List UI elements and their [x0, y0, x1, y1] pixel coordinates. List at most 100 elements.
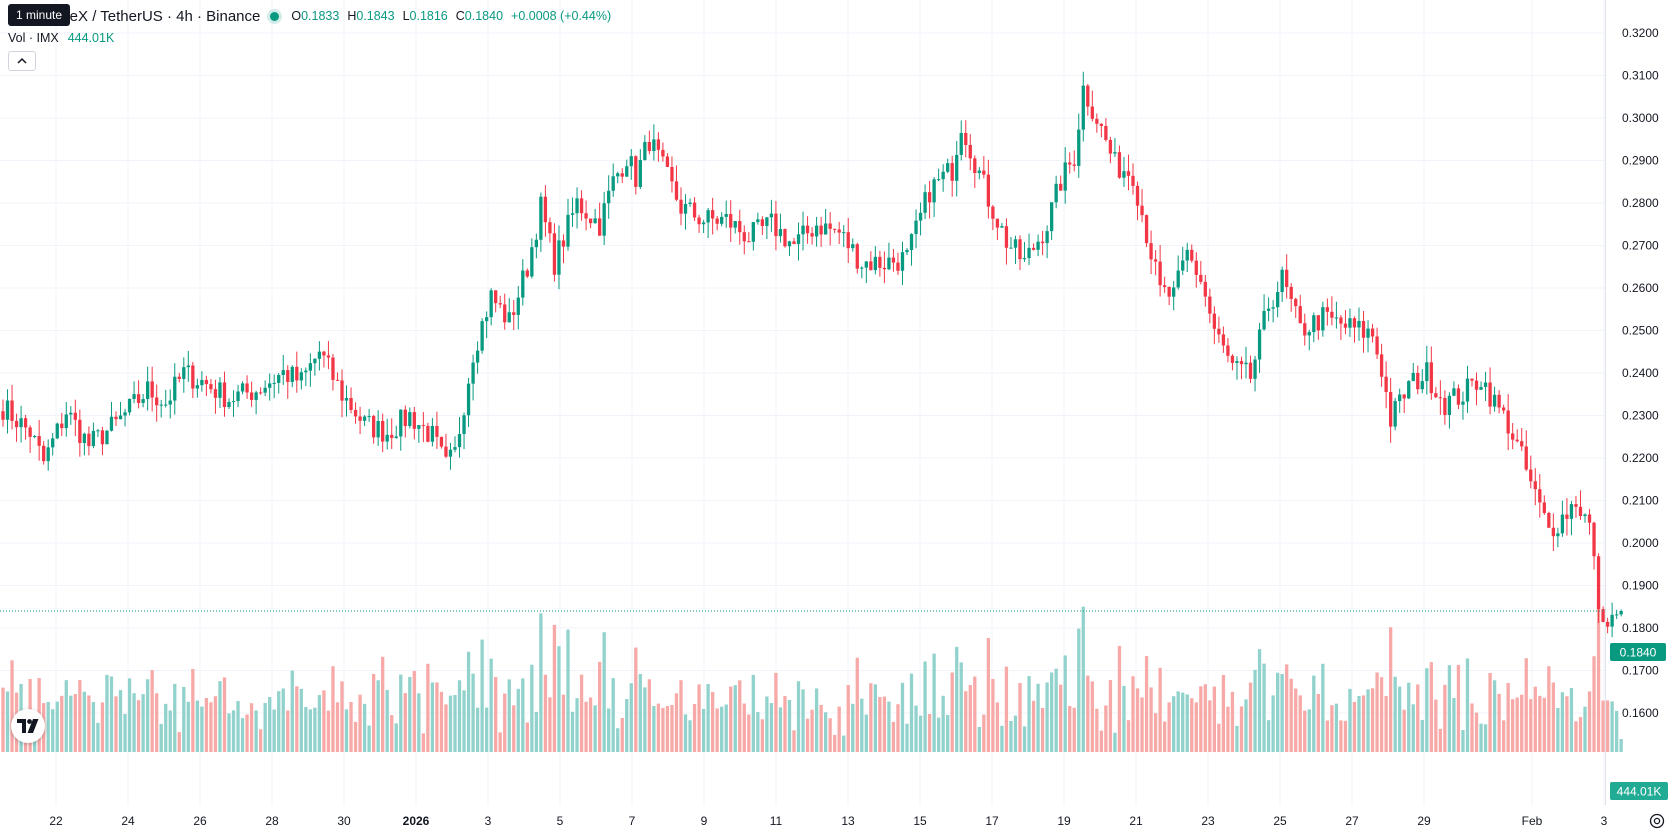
price-tick-label: 0.2700 — [1622, 239, 1659, 253]
volume-bar — [344, 709, 349, 752]
candle-body — [941, 171, 945, 180]
volume-bar — [249, 703, 254, 752]
symbol-title[interactable]: ImmutableX / TetherUS · 4h · Binance — [8, 7, 261, 25]
volume-bar — [964, 691, 968, 752]
volume-bar — [1321, 663, 1325, 752]
candle-body — [1280, 269, 1284, 293]
candle-body — [706, 210, 710, 223]
candle-body — [1190, 249, 1194, 261]
market-status-icon — [270, 11, 280, 21]
price-tick-label: 0.1900 — [1622, 579, 1659, 593]
volume-bar — [1370, 688, 1375, 752]
candle-body — [335, 379, 340, 381]
volume-bar — [643, 687, 647, 752]
volume-bar — [10, 660, 14, 752]
volume-bar — [87, 695, 91, 752]
volume-bar — [448, 695, 453, 752]
volume-bar — [1511, 699, 1515, 752]
candle-body — [652, 139, 656, 152]
candle-body — [272, 382, 276, 384]
candle-body — [408, 412, 412, 427]
candle-body — [756, 219, 760, 223]
volume-bar — [584, 701, 588, 752]
volume-bar — [123, 713, 127, 752]
volume-bar — [982, 714, 986, 752]
candle-body — [1117, 152, 1122, 178]
time-axis[interactable]: 22 24 26 28 30 2026 3 5 7 9 11 13 15 17 19 21 23 25 27 29 Fe… — [49, 814, 1607, 828]
volume-bar — [927, 713, 932, 752]
volume-bar — [60, 695, 64, 752]
candle-body — [751, 222, 755, 242]
volume-bar — [268, 697, 272, 752]
candle-body — [173, 376, 177, 401]
candle-body — [1339, 317, 1343, 324]
time-tick-label: 3 — [1601, 814, 1608, 828]
volume-bar — [1465, 658, 1470, 752]
symbol-legend[interactable]: ImmutableX / TetherUS · 4h · Binance O0.… — [8, 6, 611, 26]
volume-bar — [860, 698, 864, 752]
candle-body — [747, 241, 751, 243]
settings-icon[interactable] — [1648, 812, 1666, 830]
volume-bar — [814, 688, 819, 752]
volume-bar — [299, 688, 303, 752]
svg-text:0.1840: 0.1840 — [1620, 646, 1657, 660]
volume-bar — [1275, 672, 1280, 752]
volume-bar — [1312, 675, 1316, 752]
volume-bars — [1, 603, 1623, 752]
candle-body — [552, 233, 557, 275]
time-tick-label: 17 — [985, 814, 999, 828]
volume-bar — [1398, 686, 1402, 752]
candle-body — [1610, 614, 1614, 627]
candle-body — [421, 425, 426, 427]
candle-body — [512, 312, 516, 315]
candle-body — [78, 419, 82, 444]
volume-bar — [1515, 697, 1519, 752]
candle-body — [1542, 502, 1546, 513]
volume-bar — [679, 680, 683, 752]
candle-body — [1248, 362, 1253, 379]
price-tick-label: 0.2800 — [1622, 196, 1659, 210]
volume-bar — [1294, 688, 1298, 752]
candle-body — [670, 166, 674, 182]
price-axis[interactable]: 0.3200 0.3100 0.3000 0.2900 0.2800 0.2700 0.26… — [1622, 26, 1659, 720]
volume-bar — [887, 701, 891, 752]
volume-bar — [475, 707, 480, 752]
candle-body — [620, 173, 624, 177]
candle-body — [923, 192, 927, 213]
candle-body — [1144, 215, 1149, 244]
volume-bar — [64, 680, 68, 752]
volume-bar — [403, 693, 407, 752]
candle-body — [814, 225, 819, 237]
volume-bar — [512, 705, 516, 752]
volume-bar — [489, 658, 493, 752]
volume-bar — [941, 695, 945, 752]
candle-body — [1556, 533, 1560, 537]
volume-bar — [1357, 695, 1361, 752]
candle-body — [1601, 609, 1605, 622]
candle-body — [674, 181, 679, 200]
candle-body — [227, 401, 231, 408]
volume-bar — [638, 674, 642, 752]
candle-body — [909, 234, 914, 251]
candle-body — [783, 229, 787, 247]
volume-bar — [1551, 682, 1556, 752]
volume-bar — [399, 674, 403, 752]
volume-bar — [1208, 700, 1212, 752]
volume-bar — [1131, 676, 1135, 752]
candle-body — [1099, 123, 1104, 126]
volume-bar — [670, 705, 674, 752]
candle-body — [1614, 614, 1619, 616]
volume-bar — [82, 691, 87, 752]
candle-body — [959, 132, 963, 155]
volume-bar — [426, 663, 430, 752]
candle-body — [32, 435, 37, 437]
volume-legend[interactable]: Vol · IMX 444.01K — [8, 31, 114, 45]
collapse-legend-button[interactable] — [8, 51, 36, 71]
candle-body — [521, 270, 525, 298]
volume-bar — [1176, 691, 1180, 752]
volume-bar — [1488, 672, 1492, 752]
candle-body — [1095, 118, 1099, 124]
tradingview-logo-icon[interactable] — [11, 709, 45, 743]
candle-body — [778, 229, 783, 237]
